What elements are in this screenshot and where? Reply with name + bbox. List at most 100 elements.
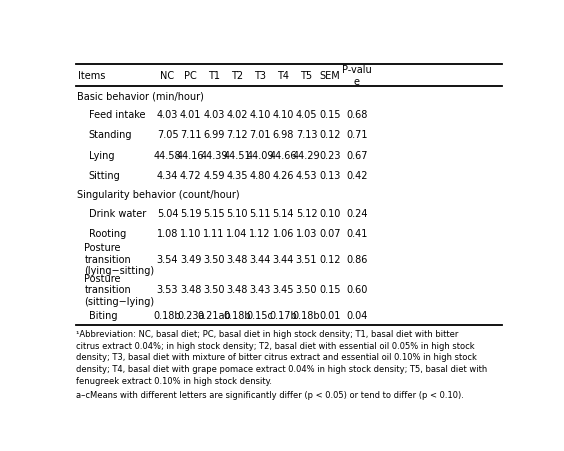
Text: 5.14: 5.14 — [272, 208, 294, 218]
Text: Rooting: Rooting — [89, 229, 126, 239]
Text: 3.45: 3.45 — [272, 285, 294, 295]
Text: 0.13: 0.13 — [319, 170, 341, 180]
Text: 4.72: 4.72 — [180, 170, 201, 180]
Text: 1.04: 1.04 — [226, 229, 248, 239]
Text: Items: Items — [78, 71, 105, 81]
Text: 1.10: 1.10 — [180, 229, 201, 239]
Text: P-valu
e: P-valu e — [342, 65, 372, 87]
Text: 0.12: 0.12 — [319, 254, 341, 264]
Text: 0.23a: 0.23a — [177, 310, 205, 320]
Text: 44.29: 44.29 — [293, 150, 320, 160]
Text: 0.12: 0.12 — [319, 130, 341, 140]
Text: 4.10: 4.10 — [249, 110, 271, 120]
Text: 5.10: 5.10 — [226, 208, 248, 218]
Text: 0.68: 0.68 — [346, 110, 368, 120]
Text: Lying: Lying — [89, 150, 114, 160]
Text: 0.71: 0.71 — [346, 130, 368, 140]
Text: 3.48: 3.48 — [226, 285, 248, 295]
Text: 4.03: 4.03 — [203, 110, 224, 120]
Text: 0.24: 0.24 — [346, 208, 368, 218]
Text: 1.03: 1.03 — [296, 229, 317, 239]
Text: 6.98: 6.98 — [272, 130, 294, 140]
Text: 3.44: 3.44 — [272, 254, 294, 264]
Text: 44.51: 44.51 — [223, 150, 251, 160]
Text: SEM: SEM — [320, 71, 341, 81]
Text: 4.59: 4.59 — [203, 170, 224, 180]
Text: 0.23: 0.23 — [319, 150, 341, 160]
Text: 5.04: 5.04 — [157, 208, 178, 218]
Text: 3.43: 3.43 — [249, 285, 271, 295]
Text: 0.21ab: 0.21ab — [197, 310, 231, 320]
Text: 0.18b: 0.18b — [223, 310, 251, 320]
Text: 4.02: 4.02 — [226, 110, 248, 120]
Text: 0.41: 0.41 — [346, 229, 368, 239]
Text: Singularity behavior (count/hour): Singularity behavior (count/hour) — [77, 189, 239, 199]
Text: 1.08: 1.08 — [157, 229, 178, 239]
Text: 44.66: 44.66 — [270, 150, 297, 160]
Text: 1.06: 1.06 — [272, 229, 294, 239]
Text: NC: NC — [161, 71, 175, 81]
Text: 7.05: 7.05 — [157, 130, 178, 140]
Text: 1.12: 1.12 — [249, 229, 271, 239]
Text: 5.15: 5.15 — [203, 208, 224, 218]
Text: 0.01: 0.01 — [319, 310, 341, 320]
Text: 3.50: 3.50 — [203, 285, 224, 295]
Text: T5: T5 — [301, 71, 312, 81]
Text: 0.15: 0.15 — [319, 285, 341, 295]
Text: 7.11: 7.11 — [180, 130, 201, 140]
Text: 0.04: 0.04 — [346, 310, 368, 320]
Text: Drink water: Drink water — [89, 208, 146, 218]
Text: 0.67: 0.67 — [346, 150, 368, 160]
Text: 3.51: 3.51 — [296, 254, 318, 264]
Text: 0.15c: 0.15c — [247, 310, 274, 320]
Text: 3.48: 3.48 — [226, 254, 248, 264]
Text: T2: T2 — [231, 71, 243, 81]
Text: 3.48: 3.48 — [180, 285, 201, 295]
Text: 44.58: 44.58 — [154, 150, 182, 160]
Text: Basic behavior (min/hour): Basic behavior (min/hour) — [77, 91, 204, 101]
Text: 7.13: 7.13 — [296, 130, 318, 140]
Text: 1.11: 1.11 — [203, 229, 224, 239]
Text: Posture
transition
(sitting−lying): Posture transition (sitting−lying) — [85, 273, 155, 306]
Text: 0.17b: 0.17b — [270, 310, 297, 320]
Text: 0.10: 0.10 — [319, 208, 341, 218]
Text: 0.18b: 0.18b — [154, 310, 182, 320]
Text: 4.26: 4.26 — [272, 170, 294, 180]
Text: 44.39: 44.39 — [200, 150, 228, 160]
Text: 3.53: 3.53 — [157, 285, 178, 295]
Text: Feed intake: Feed intake — [89, 110, 146, 120]
Text: 4.03: 4.03 — [157, 110, 178, 120]
Text: 5.19: 5.19 — [180, 208, 201, 218]
Text: 4.80: 4.80 — [249, 170, 271, 180]
Text: Standing: Standing — [89, 130, 133, 140]
Text: 4.35: 4.35 — [226, 170, 248, 180]
Text: 7.12: 7.12 — [226, 130, 248, 140]
Text: ¹Abbreviation: NC, basal diet; PC, basal diet in high stock density; T1, basal d: ¹Abbreviation: NC, basal diet; PC, basal… — [76, 329, 487, 385]
Text: 3.50: 3.50 — [203, 254, 224, 264]
Text: 7.01: 7.01 — [249, 130, 271, 140]
Text: 5.12: 5.12 — [296, 208, 318, 218]
Text: 6.99: 6.99 — [203, 130, 224, 140]
Text: 3.54: 3.54 — [157, 254, 178, 264]
Text: Posture
transition
(lying−sitting): Posture transition (lying−sitting) — [85, 243, 155, 276]
Text: 0.60: 0.60 — [346, 285, 368, 295]
Text: 0.15: 0.15 — [319, 110, 341, 120]
Text: 0.42: 0.42 — [346, 170, 368, 180]
Text: 0.86: 0.86 — [346, 254, 368, 264]
Text: T1: T1 — [208, 71, 220, 81]
Text: 4.01: 4.01 — [180, 110, 201, 120]
Text: 4.53: 4.53 — [296, 170, 318, 180]
Text: 0.07: 0.07 — [319, 229, 341, 239]
Text: Sitting: Sitting — [89, 170, 121, 180]
Text: 3.44: 3.44 — [249, 254, 271, 264]
Text: 44.09: 44.09 — [246, 150, 274, 160]
Text: 4.10: 4.10 — [272, 110, 294, 120]
Text: 0.18b: 0.18b — [293, 310, 320, 320]
Text: 4.34: 4.34 — [157, 170, 178, 180]
Text: Biting: Biting — [89, 310, 117, 320]
Text: 5.11: 5.11 — [249, 208, 271, 218]
Text: a–cMeans with different letters are significantly differ (p < 0.05) or tend to d: a–cMeans with different letters are sign… — [76, 390, 464, 399]
Text: 4.05: 4.05 — [296, 110, 318, 120]
Text: T4: T4 — [277, 71, 289, 81]
Text: 3.50: 3.50 — [296, 285, 318, 295]
